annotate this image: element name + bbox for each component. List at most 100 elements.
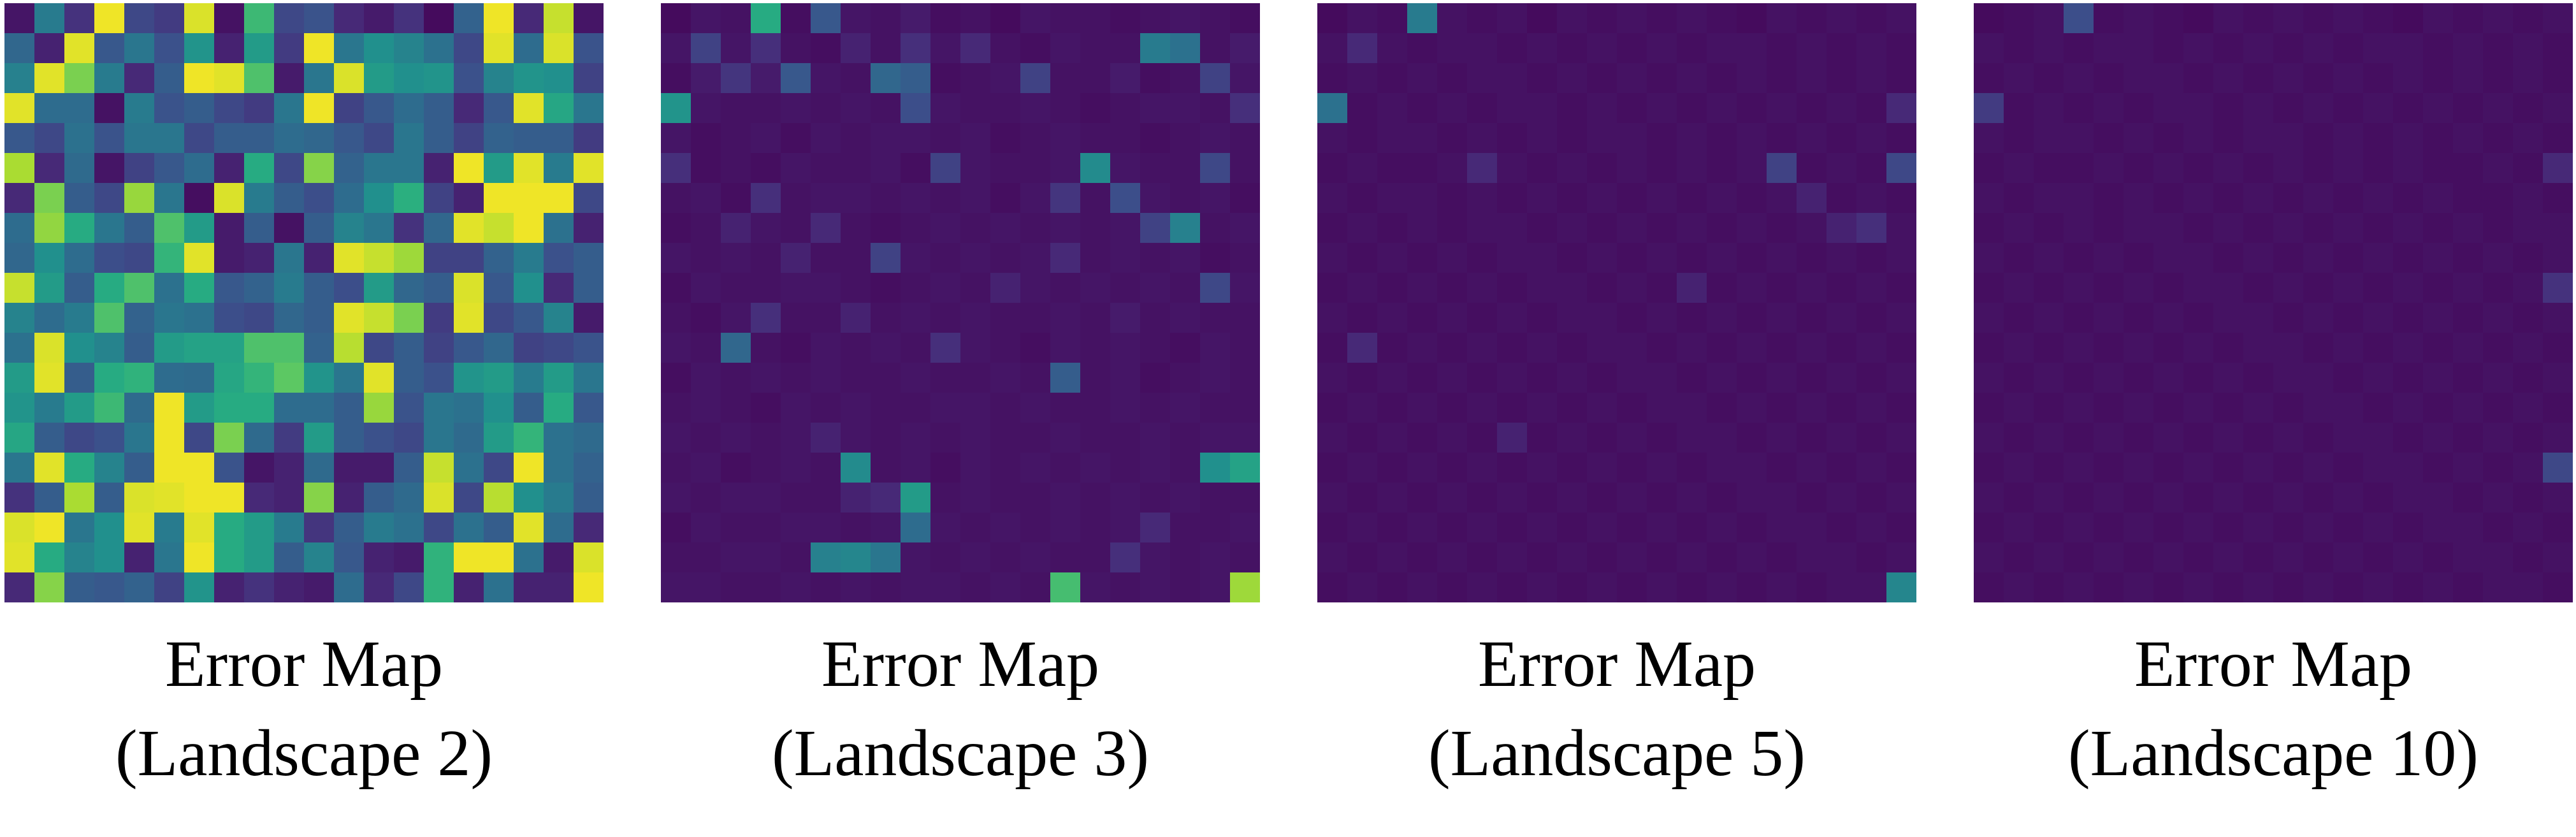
heatmap-cell [1467,93,1498,124]
heatmap-cell [2483,63,2514,94]
heatmap-cell [1797,3,1827,34]
heatmap-cell [1347,93,1378,124]
heatmap-cell [871,572,901,602]
heatmap-cell [1797,213,1827,244]
heatmap-cell [154,393,185,423]
heatmap-cell [364,572,394,602]
heatmap-cell [484,213,514,244]
heatmap-cell [214,123,245,154]
heatmap-cell [1497,153,1528,184]
heatmap-cell [2124,183,2154,214]
heatmap-cell [2034,123,2064,154]
heatmap-cell [394,3,424,34]
heatmap-cell [1080,243,1111,273]
heatmap-cell [274,183,305,214]
heatmap-cell [1170,303,1201,333]
heatmap-cell [2183,3,2214,34]
heatmap-cell [1827,153,1857,184]
heatmap-cell [930,303,961,333]
heatmap-cell [1347,33,1378,64]
heatmap-cell [2303,183,2334,214]
heatmap-cell [960,333,991,363]
heatmap-cell [424,453,454,483]
heatmap-cell [1140,243,1171,273]
heatmap-cell [960,3,991,34]
heatmap-cell [124,63,155,94]
heatmap-cell [1170,333,1201,363]
heatmap-cell [1437,153,1468,184]
heatmap-cell [960,93,991,124]
heatmap-cell [811,393,841,423]
heatmap-cell [2243,572,2274,602]
heatmap-cell [2064,183,2094,214]
heatmap-cell [1587,273,1617,303]
heatmap-cell [394,423,424,453]
heatmap-cell [4,153,35,184]
heatmap-cell [94,213,125,244]
heatmap-cell [781,273,811,303]
heatmap-cell [334,213,365,244]
heatmap-cell [2124,363,2154,393]
heatmap-cell [1707,213,1737,244]
heatmap-cell [1856,483,1887,513]
heatmap-cell [2483,303,2514,333]
heatmap-cell [1497,453,1528,483]
heatmap-cell [364,303,394,333]
heatmap-cell [1407,393,1438,423]
heatmap-cell [1617,213,1647,244]
heatmap-cell [691,243,721,273]
heatmap-cell [2183,153,2214,184]
heatmap-cell [2423,213,2454,244]
heatmap-cell [94,153,125,184]
heatmap-cell [1377,303,1408,333]
heatmap-cell [2483,513,2514,543]
heatmap-cell [871,303,901,333]
heatmap-cell [1617,333,1647,363]
heatmap-cell [1886,542,1916,573]
heatmap-cell [214,33,245,64]
heatmap-cell [2094,183,2124,214]
heatmap-cell [1140,483,1171,513]
heatmap-cell [1110,513,1141,543]
heatmap-cell [2543,63,2573,94]
heatmap-cell [1230,363,1260,393]
heatmap-cell [691,93,721,124]
heatmap-cell [4,303,35,333]
heatmap-cell [424,513,454,543]
heatmap-cell [1200,153,1231,184]
heatmap-cell [1467,393,1498,423]
heatmap-cell [990,153,1021,184]
heatmap-cell [901,183,931,214]
heatmap-cell [274,123,305,154]
heatmap-cell [2363,33,2394,64]
heatmap-cell [364,542,394,573]
heatmap-cell [930,572,961,602]
heatmap-cell [960,303,991,333]
heatmap-cell [1767,183,1797,214]
heatmap-cell [2273,572,2304,602]
heatmap-cell [574,423,604,453]
heatmap-cell [2273,183,2304,214]
heatmap-cell [1707,33,1737,64]
heatmap-cell [1347,393,1378,423]
heatmap-cell [2513,423,2543,453]
heatmap-cell [1617,63,1647,94]
heatmap-cell [94,393,125,423]
heatmap-cell [691,63,721,94]
heatmap-cell [1140,63,1171,94]
heatmap-cell [1647,123,1677,154]
heatmap-cell [2333,243,2364,273]
heatmap-cell [2543,423,2573,453]
heatmap-cell [1230,542,1260,573]
heatmap-cell [2213,303,2244,333]
heatmap-cell [34,3,65,34]
heatmap-cell [574,183,604,214]
heatmap-cell [1467,33,1498,64]
heatmap-cell [124,453,155,483]
heatmap-cell [64,572,95,602]
heatmap-cell [721,513,751,543]
heatmap-cell [1886,183,1916,214]
heatmap-cell [424,3,454,34]
heatmap-cell [454,33,484,64]
heatmap-cell [871,393,901,423]
